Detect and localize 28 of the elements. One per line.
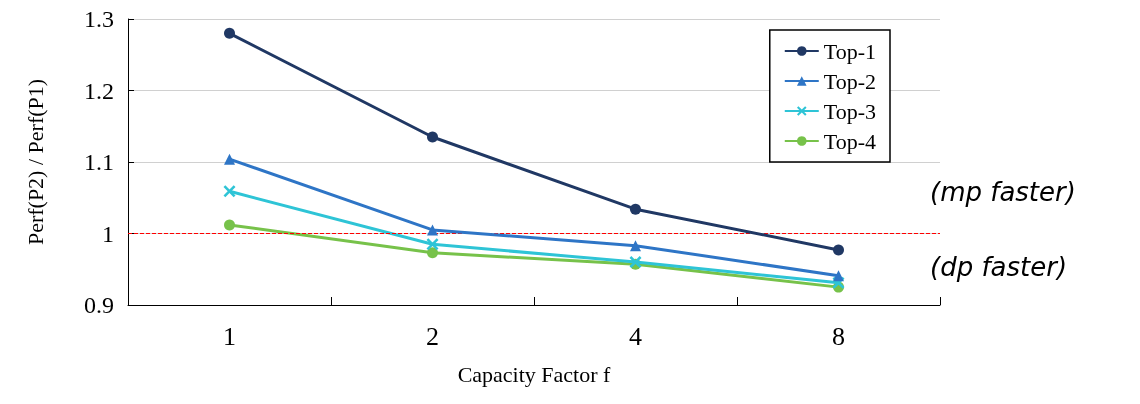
point <box>427 131 438 143</box>
point <box>224 219 235 231</box>
y-tick-label: 1.1 <box>84 149 114 175</box>
legend-label: Top-3 <box>823 98 877 124</box>
legend-label: Top-4 <box>823 128 877 154</box>
x-tick-label: 2 <box>426 321 439 351</box>
point <box>224 27 235 39</box>
x-tick-label: 4 <box>629 321 642 351</box>
x-tick-label: 8 <box>832 321 845 351</box>
legend-label: Top-2 <box>823 68 877 94</box>
annotation: (mp faster) <box>930 176 1076 207</box>
y-tick-label: 1.2 <box>84 77 114 104</box>
y-tick-label: 1.3 <box>84 6 114 32</box>
annotation: (dp faster) <box>930 251 1068 282</box>
y-tick-label: 0.9 <box>84 292 114 318</box>
point <box>427 247 438 259</box>
y-axis-title: Perf(P2) / Perf(P1) <box>22 78 48 246</box>
point <box>224 153 235 165</box>
x-axis-title: Capacity Factor f <box>457 361 612 387</box>
point <box>833 244 844 256</box>
point <box>630 203 641 215</box>
legend-label: Top-1 <box>823 38 877 64</box>
point <box>427 224 438 236</box>
point <box>630 240 641 252</box>
x-tick-label: 1 <box>223 321 236 351</box>
point <box>426 238 439 251</box>
y-tick-label: 1 <box>102 220 114 247</box>
point <box>833 270 844 282</box>
